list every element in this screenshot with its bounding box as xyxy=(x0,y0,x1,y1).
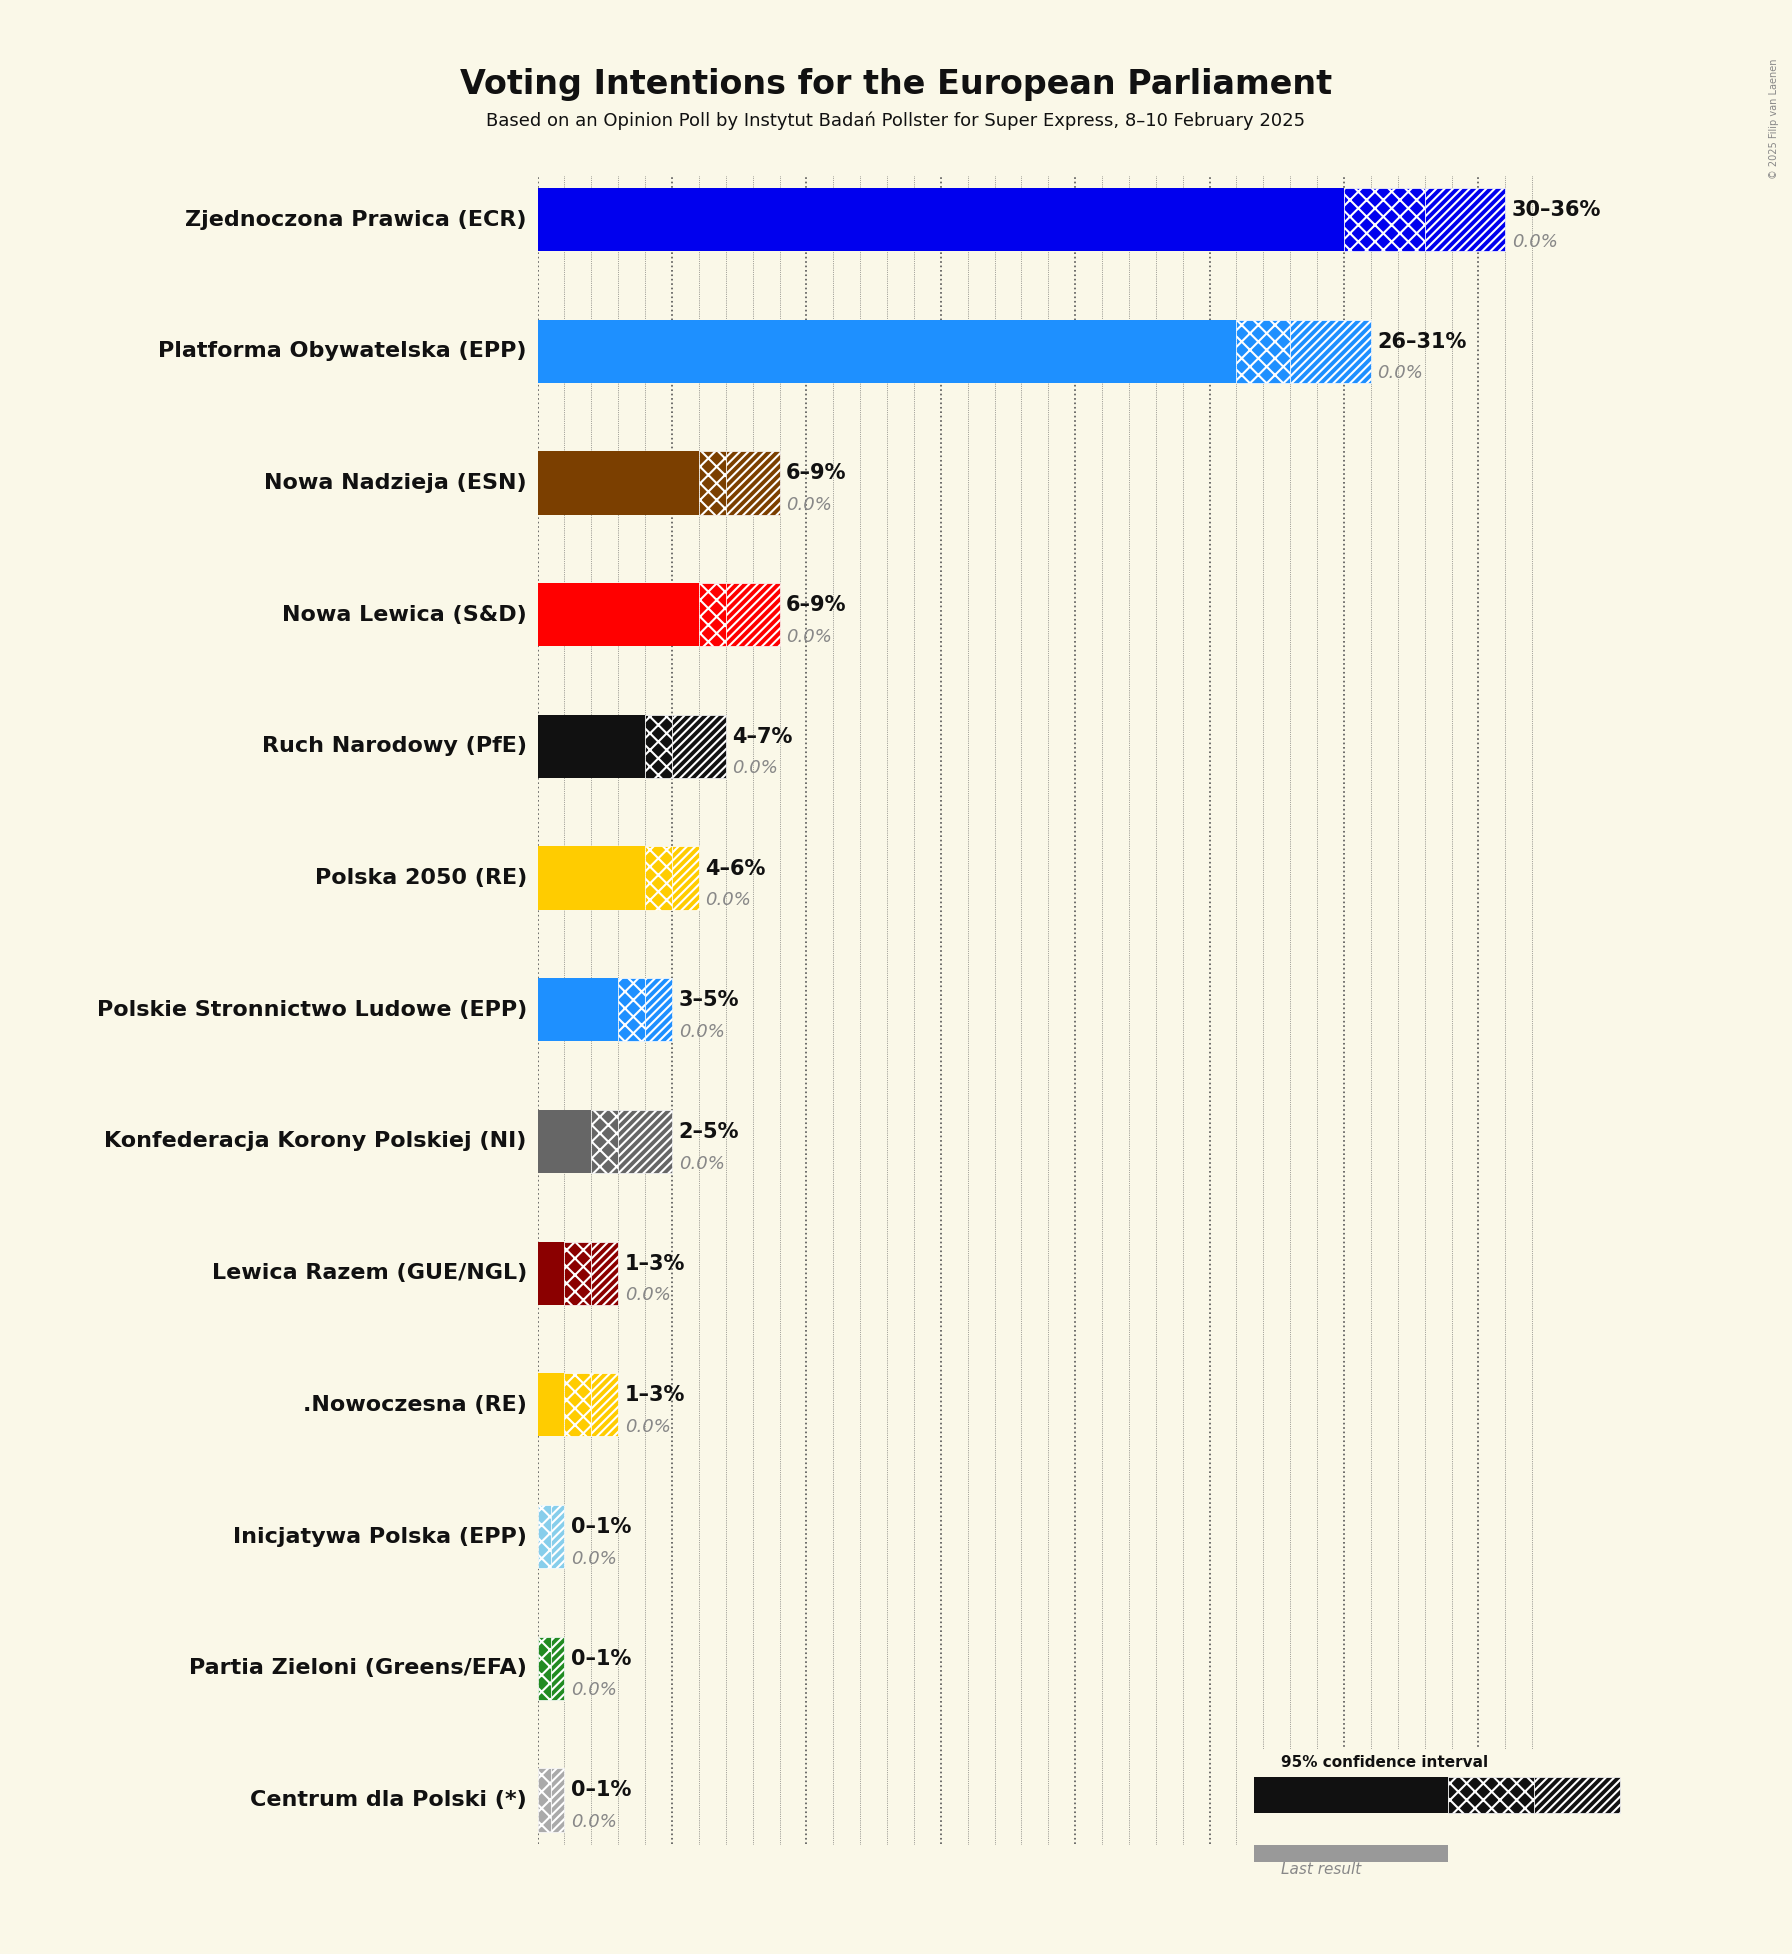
Bar xyxy=(538,188,1344,252)
Text: Voting Intentions for the European Parliament: Voting Intentions for the European Parli… xyxy=(461,68,1331,102)
Bar xyxy=(538,451,699,514)
Text: 1–3%: 1–3% xyxy=(625,1254,685,1274)
Text: 0.0%: 0.0% xyxy=(1512,233,1557,250)
Bar xyxy=(591,1110,618,1172)
Bar xyxy=(1290,320,1371,383)
Text: 4–7%: 4–7% xyxy=(733,727,792,746)
Bar xyxy=(1236,320,1290,383)
Text: 0.0%: 0.0% xyxy=(625,1286,670,1303)
Text: 1–3%: 1–3% xyxy=(625,1385,685,1405)
Text: with median: with median xyxy=(1281,1784,1387,1800)
Bar xyxy=(564,1374,591,1436)
Text: Based on an Opinion Poll by Instytut Badań Pollster for Super Express, 8–10 Febr: Based on an Opinion Poll by Instytut Bad… xyxy=(486,111,1306,129)
Text: Platforma Obywatelska (EPP): Platforma Obywatelska (EPP) xyxy=(158,342,527,361)
Bar xyxy=(591,1374,618,1436)
Bar xyxy=(591,1241,618,1305)
Text: Lewica Razem (GUE/NGL): Lewica Razem (GUE/NGL) xyxy=(211,1262,527,1284)
Bar xyxy=(672,715,726,778)
Text: Ruch Narodowy (PfE): Ruch Narodowy (PfE) xyxy=(262,737,527,756)
Bar xyxy=(618,979,645,1041)
Text: 0.0%: 0.0% xyxy=(679,1155,724,1172)
Text: 0–1%: 0–1% xyxy=(572,1649,631,1669)
Bar xyxy=(538,1637,550,1700)
Bar xyxy=(538,1241,564,1305)
Text: .Nowoczesna (RE): .Nowoczesna (RE) xyxy=(303,1395,527,1415)
Text: Nowa Nadzieja (ESN): Nowa Nadzieja (ESN) xyxy=(263,473,527,492)
Text: Polska 2050 (RE): Polska 2050 (RE) xyxy=(315,868,527,887)
Bar xyxy=(645,979,672,1041)
Bar xyxy=(538,320,1236,383)
Text: Polskie Stronnictwo Ludowe (EPP): Polskie Stronnictwo Ludowe (EPP) xyxy=(97,1000,527,1020)
Text: Zjednoczona Prawica (ECR): Zjednoczona Prawica (ECR) xyxy=(185,209,527,229)
Bar xyxy=(645,715,672,778)
Bar xyxy=(1344,188,1425,252)
Bar xyxy=(550,1768,564,1831)
Text: © 2025 Filip van Laenen: © 2025 Filip van Laenen xyxy=(1769,59,1779,180)
Bar xyxy=(538,846,645,911)
Text: 0.0%: 0.0% xyxy=(572,1813,616,1831)
Text: 0.0%: 0.0% xyxy=(1378,363,1423,383)
Bar xyxy=(538,1374,564,1436)
Bar xyxy=(726,451,780,514)
Text: 0.0%: 0.0% xyxy=(787,496,831,514)
Bar xyxy=(538,1768,550,1831)
Text: 4–6%: 4–6% xyxy=(706,858,765,879)
Text: Last result: Last result xyxy=(1281,1862,1362,1878)
Text: Partia Zieloni (Greens/EFA): Partia Zieloni (Greens/EFA) xyxy=(188,1659,527,1678)
Bar xyxy=(645,846,672,911)
Bar xyxy=(1534,1776,1620,1813)
Bar xyxy=(1254,1776,1448,1813)
Text: 0.0%: 0.0% xyxy=(787,627,831,645)
Bar xyxy=(538,715,645,778)
Text: 95% confidence interval: 95% confidence interval xyxy=(1281,1755,1489,1770)
Bar xyxy=(672,846,699,911)
Bar xyxy=(550,1637,564,1700)
Text: 0.0%: 0.0% xyxy=(572,1550,616,1567)
Text: 3–5%: 3–5% xyxy=(679,991,740,1010)
Text: 0–1%: 0–1% xyxy=(572,1516,631,1538)
Text: 0.0%: 0.0% xyxy=(706,891,751,909)
Text: 2–5%: 2–5% xyxy=(679,1122,740,1141)
Bar xyxy=(564,1241,591,1305)
Text: Centrum dla Polski (*): Centrum dla Polski (*) xyxy=(251,1790,527,1809)
Bar xyxy=(618,1110,672,1172)
Text: Nowa Lewica (S&D): Nowa Lewica (S&D) xyxy=(281,604,527,625)
Bar xyxy=(726,582,780,647)
Bar xyxy=(538,1110,591,1172)
Text: 6–9%: 6–9% xyxy=(787,463,848,483)
Text: 26–31%: 26–31% xyxy=(1378,332,1468,352)
Text: 0.0%: 0.0% xyxy=(625,1419,670,1436)
Bar xyxy=(550,1505,564,1569)
Text: 0.0%: 0.0% xyxy=(572,1680,616,1700)
Text: 0–1%: 0–1% xyxy=(572,1780,631,1800)
Text: Inicjatywa Polska (EPP): Inicjatywa Polska (EPP) xyxy=(233,1526,527,1546)
Text: 30–36%: 30–36% xyxy=(1512,199,1602,221)
Bar xyxy=(538,1505,550,1569)
Text: 0.0%: 0.0% xyxy=(679,1022,724,1041)
Text: Konfederacja Korony Polskiej (NI): Konfederacja Korony Polskiej (NI) xyxy=(104,1131,527,1151)
Bar xyxy=(699,451,726,514)
Bar xyxy=(1448,1776,1534,1813)
Bar xyxy=(538,582,699,647)
Bar xyxy=(699,582,726,647)
Bar xyxy=(1254,1845,1448,1862)
Text: 0.0%: 0.0% xyxy=(733,760,778,778)
Bar xyxy=(1425,188,1505,252)
Bar xyxy=(538,979,618,1041)
Text: 6–9%: 6–9% xyxy=(787,596,848,616)
